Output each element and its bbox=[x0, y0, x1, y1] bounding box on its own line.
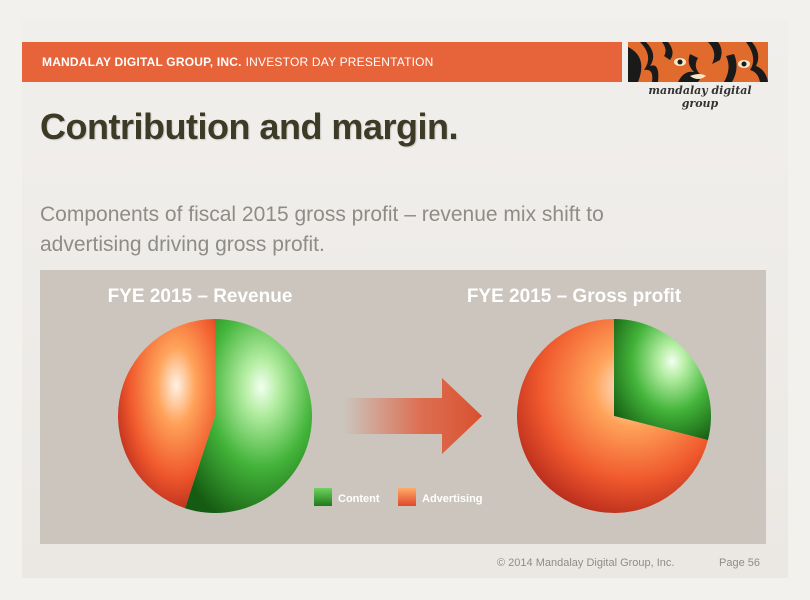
pie-revenue bbox=[118, 319, 313, 513]
footer-copyright: © 2014 Mandalay Digital Group, Inc. bbox=[497, 557, 675, 569]
slide-subtitle: Components of fiscal 2015 gross profit –… bbox=[40, 203, 604, 256]
legend-label-advertising: Advertising bbox=[422, 493, 483, 505]
tiger-logo-icon bbox=[628, 42, 768, 82]
slide: MANDALAY DIGITAL GROUP, INC. INVESTOR DA… bbox=[22, 20, 788, 578]
pie-title-revenue: FYE 2015 – Revenue bbox=[108, 286, 293, 307]
pie-slice-content bbox=[614, 319, 711, 441]
header-company: MANDALAY DIGITAL GROUP, INC. bbox=[42, 55, 242, 69]
pie-slice-content bbox=[185, 319, 313, 513]
pie-slice-advertising bbox=[118, 319, 215, 509]
chart-legend: Content Advertising bbox=[314, 488, 483, 506]
footer-page-number: Page 56 bbox=[719, 557, 760, 569]
header-presentation: INVESTOR DAY PRESENTATION bbox=[245, 55, 434, 69]
arrow-right-icon bbox=[344, 378, 482, 454]
header-bar: MANDALAY DIGITAL GROUP, INC. INVESTOR DA… bbox=[22, 42, 622, 82]
chart-panel: FYE 2015 – Revenue FYE 2015 – Gross prof… bbox=[40, 270, 766, 544]
pie-gross-profit bbox=[516, 319, 711, 513]
company-logo: mandalay digital group bbox=[628, 42, 768, 110]
slide-title: Contribution and margin. bbox=[40, 106, 458, 147]
pie-charts: FYE 2015 – Revenue FYE 2015 – Gross prof… bbox=[108, 286, 711, 513]
legend-label-content: Content bbox=[338, 493, 380, 505]
legend-swatch-advertising bbox=[398, 488, 416, 506]
pie-title-gross-profit: FYE 2015 – Gross profit bbox=[467, 286, 682, 307]
logo-text: mandalay digital group bbox=[648, 84, 752, 110]
legend-swatch-content bbox=[314, 488, 332, 506]
pie-slice-advertising bbox=[516, 319, 708, 513]
